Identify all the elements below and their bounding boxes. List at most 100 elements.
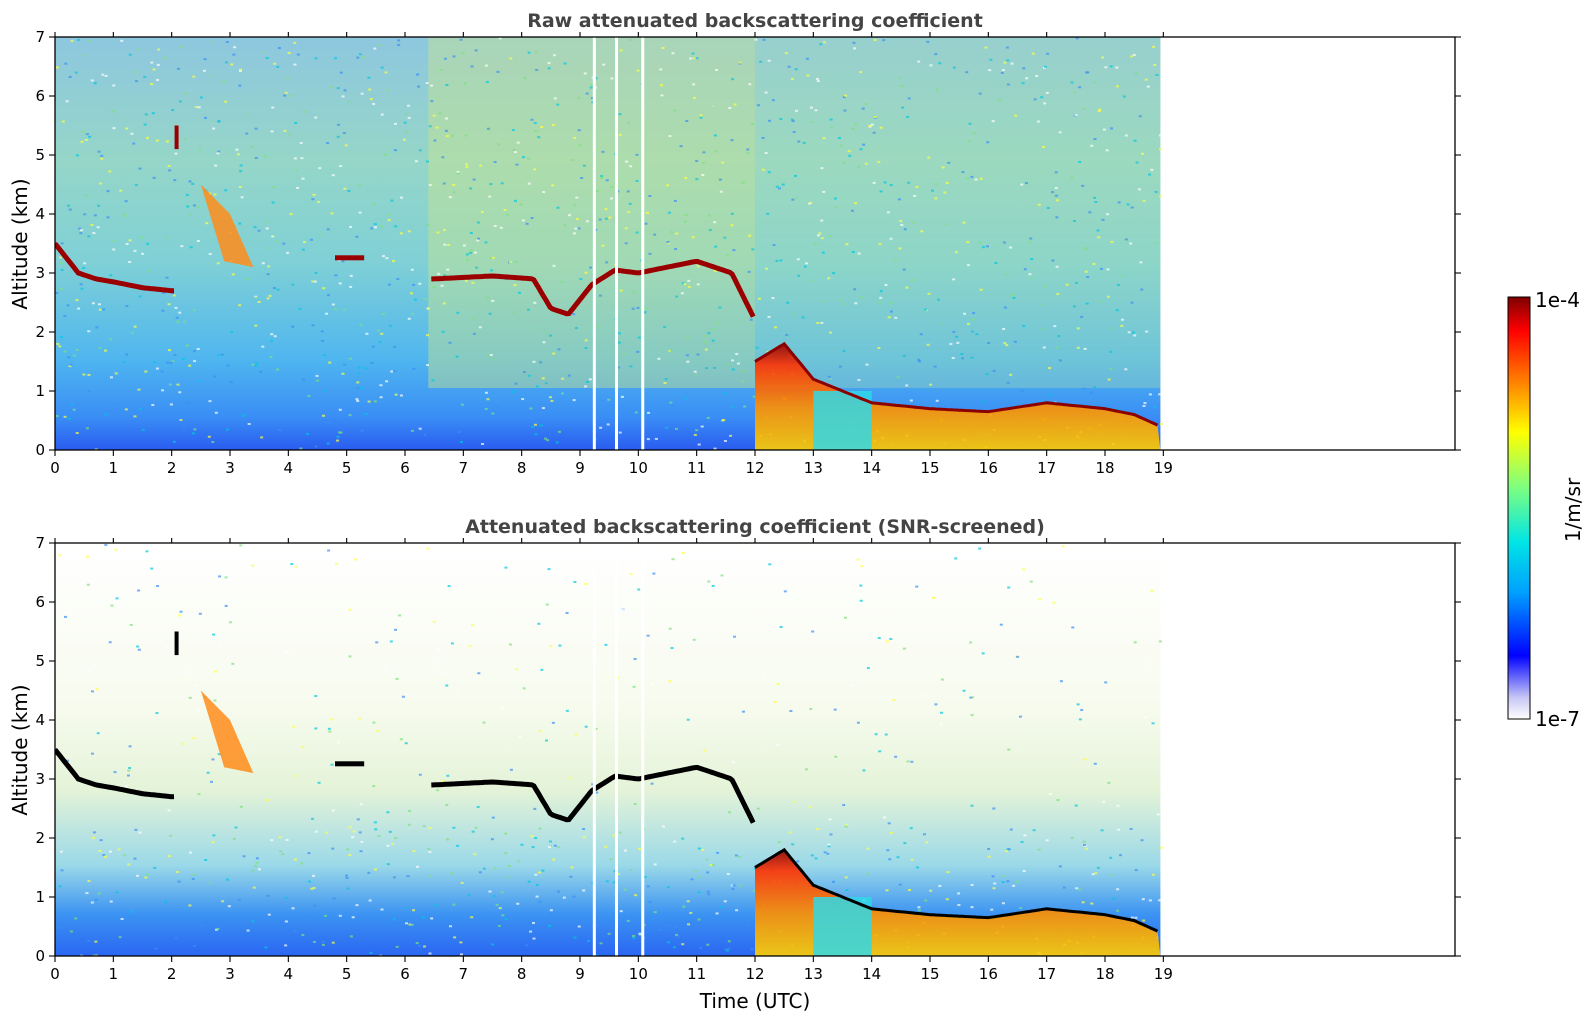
noise-speck: [691, 236, 695, 239]
noise-speck: [406, 875, 410, 878]
noise-speck: [441, 156, 445, 159]
noise-speck: [236, 153, 240, 156]
noise-speck: [402, 138, 406, 141]
noise-speck: [1142, 404, 1146, 407]
noise-speck: [548, 396, 552, 399]
noise-speck: [667, 211, 671, 214]
noise-speck: [1106, 295, 1110, 298]
noise-speck: [129, 623, 133, 626]
noise-speck: [1158, 640, 1162, 643]
noise-speck: [598, 218, 602, 221]
noise-speck: [991, 875, 995, 878]
noise-speck: [897, 198, 901, 201]
noise-speck: [1098, 300, 1102, 303]
noise-speck: [671, 558, 675, 561]
noise-speck: [629, 868, 633, 871]
noise-speck: [913, 194, 917, 197]
noise-speck: [578, 144, 582, 147]
noise-speck: [384, 153, 388, 156]
noise-speck: [155, 712, 159, 715]
noise-speck: [792, 313, 796, 316]
noise-speck: [1040, 96, 1044, 99]
noise-speck: [509, 57, 513, 60]
noise-speck: [1075, 560, 1079, 563]
noise-speck: [568, 776, 572, 779]
noise-speck: [210, 40, 214, 43]
noise-speck: [151, 112, 155, 115]
noise-speck: [982, 400, 986, 403]
noise-speck: [702, 151, 706, 154]
noise-speck: [1081, 901, 1085, 904]
noise-speck: [104, 543, 108, 546]
noise-speck: [822, 300, 826, 303]
noise-speck: [255, 857, 259, 860]
noise-speck: [348, 608, 352, 611]
noise-speck: [83, 54, 87, 57]
noise-speck: [191, 877, 195, 880]
noise-speck: [55, 414, 59, 417]
noise-speck: [412, 909, 416, 912]
noise-speck: [443, 243, 447, 246]
noise-speck: [270, 839, 274, 842]
noise-speck: [425, 160, 429, 163]
noise-speck: [450, 642, 454, 645]
noise-speck: [339, 71, 343, 74]
noise-speck: [741, 710, 745, 713]
noise-speck: [917, 360, 921, 363]
noise-speck: [1006, 880, 1010, 883]
noise-speck: [776, 683, 780, 686]
colorbar-max-label: 1e-4: [1535, 288, 1580, 312]
noise-speck: [407, 230, 411, 233]
noise-speck: [192, 873, 196, 876]
noise-speck: [270, 339, 274, 342]
y-tick-label: 3: [35, 770, 45, 788]
noise-speck: [390, 199, 394, 202]
noise-speck: [935, 88, 939, 91]
noise-speck: [565, 709, 569, 712]
noise-speck: [674, 427, 678, 430]
noise-speck: [1042, 346, 1046, 349]
noise-speck: [613, 870, 617, 873]
noise-speck: [207, 435, 211, 438]
noise-speck: [694, 870, 698, 873]
noise-speck: [231, 273, 235, 276]
noise-speck: [533, 301, 537, 304]
noise-speck: [488, 890, 492, 893]
noise-speck: [289, 213, 293, 216]
noise-speck: [1142, 919, 1146, 922]
noise-speck: [265, 220, 269, 223]
noise-speck: [238, 185, 242, 188]
noise-speck: [348, 414, 352, 417]
noise-speck: [1075, 37, 1079, 40]
noise-speck: [696, 283, 700, 286]
noise-speck: [102, 308, 106, 311]
noise-speck: [188, 696, 192, 699]
noise-speck: [547, 568, 551, 571]
noise-speck: [1009, 828, 1013, 831]
noise-speck: [357, 366, 361, 369]
noise-speck: [833, 708, 837, 711]
noise-speck: [521, 156, 525, 159]
noise-speck: [635, 153, 639, 156]
noise-speck: [144, 113, 148, 116]
noise-speck: [225, 878, 229, 881]
noise-speck: [221, 900, 225, 903]
noise-speck: [428, 184, 432, 187]
noise-speck: [731, 760, 735, 763]
noise-speck: [548, 334, 552, 337]
noise-speck: [978, 92, 982, 95]
noise-speck: [872, 181, 876, 184]
noise-speck: [211, 758, 215, 761]
noise-speck: [336, 87, 340, 90]
noise-speck: [828, 377, 832, 380]
noise-speck: [701, 849, 705, 852]
noise-speck: [896, 375, 900, 378]
noise-speck: [537, 871, 541, 874]
noise-speck: [442, 302, 446, 305]
x-tick-label: 3: [225, 965, 235, 983]
noise-speck: [94, 940, 98, 943]
noise-speck: [348, 357, 352, 360]
noise-speck: [821, 251, 825, 254]
noise-speck: [932, 596, 936, 599]
